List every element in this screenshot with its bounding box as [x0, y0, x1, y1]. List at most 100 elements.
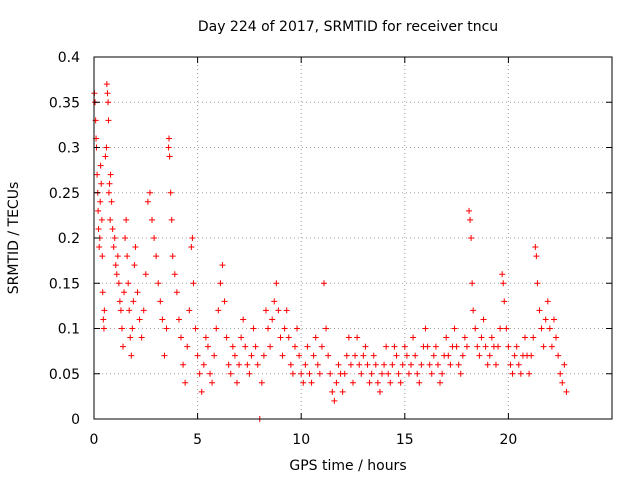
- data-point: [439, 370, 446, 377]
- data-point: [166, 135, 173, 142]
- data-point: [405, 370, 412, 377]
- data-point: [105, 189, 112, 196]
- data-point: [395, 370, 402, 377]
- chart-title: Day 224 of 2017, SRMTID for receiver tnc…: [198, 19, 498, 35]
- data-point: [370, 352, 377, 359]
- data-point: [304, 343, 311, 350]
- data-point: [507, 361, 514, 368]
- data-point: [130, 298, 137, 305]
- data-point: [410, 334, 417, 341]
- data-point: [335, 361, 342, 368]
- data-point: [563, 388, 570, 395]
- data-point: [495, 343, 502, 350]
- data-point: [250, 325, 257, 332]
- data-point: [173, 289, 180, 296]
- data-point: [106, 180, 113, 187]
- data-point: [105, 99, 112, 106]
- data-point: [528, 352, 535, 359]
- data-point: [381, 361, 388, 368]
- data-point: [497, 325, 504, 332]
- data-point: [94, 171, 101, 178]
- x-tick-label: 10: [292, 432, 310, 448]
- data-point: [511, 352, 518, 359]
- data-point: [364, 361, 371, 368]
- data-point: [167, 189, 174, 196]
- data-point: [240, 316, 247, 323]
- data-point: [163, 325, 170, 332]
- data-point: [327, 370, 334, 377]
- data-point: [217, 280, 224, 287]
- data-point: [97, 198, 104, 205]
- data-point: [408, 361, 415, 368]
- data-point: [379, 370, 386, 377]
- data-point: [350, 379, 356, 386]
- data-point: [457, 370, 464, 377]
- data-point: [285, 334, 292, 341]
- data-point: [534, 280, 541, 287]
- data-point: [225, 361, 232, 368]
- data-point: [476, 352, 483, 359]
- data-point: [120, 343, 127, 350]
- data-point: [184, 343, 191, 350]
- data-point: [134, 289, 141, 296]
- data-point: [540, 343, 547, 350]
- data-point: [416, 379, 423, 386]
- data-point: [374, 379, 381, 386]
- data-point: [113, 271, 120, 278]
- data-point: [513, 343, 520, 350]
- data-point: [223, 334, 230, 341]
- data-point: [207, 370, 214, 377]
- data-point: [499, 271, 506, 278]
- data-point: [109, 225, 116, 232]
- data-point: [320, 280, 327, 287]
- data-point: [159, 316, 166, 323]
- data-point: [269, 316, 276, 323]
- data-point: [500, 280, 507, 287]
- data-point: [271, 298, 278, 305]
- data-point: [437, 379, 444, 386]
- data-point: [100, 316, 107, 323]
- data-point: [331, 397, 338, 404]
- data-point: [131, 262, 138, 269]
- data-point: [121, 289, 128, 296]
- data-point: [453, 343, 460, 350]
- data-point: [136, 316, 143, 323]
- data-point: [503, 325, 510, 332]
- y-tick-label: 0.3: [58, 141, 80, 157]
- data-point: [117, 307, 124, 314]
- data-point: [387, 379, 394, 386]
- data-point: [397, 379, 404, 386]
- data-point: [260, 352, 267, 359]
- data-point: [389, 361, 396, 368]
- data-point: [209, 379, 216, 386]
- data-point: [153, 253, 160, 260]
- data-point: [352, 352, 359, 359]
- data-point: [354, 334, 361, 341]
- data-point: [530, 334, 537, 341]
- data-point: [484, 361, 491, 368]
- data-point: [469, 280, 476, 287]
- data-points: [91, 81, 570, 422]
- y-tick-label: 0.2: [58, 231, 80, 247]
- data-point: [517, 370, 524, 377]
- data-point: [100, 325, 107, 332]
- data-point: [459, 352, 466, 359]
- data-point: [403, 352, 410, 359]
- data-point: [312, 334, 319, 341]
- data-point: [296, 352, 303, 359]
- x-tick-label: 0: [90, 432, 99, 448]
- data-point: [104, 90, 111, 97]
- data-point: [171, 271, 178, 278]
- data-point: [468, 235, 475, 241]
- data-point: [482, 343, 489, 350]
- data-point: [308, 379, 315, 386]
- data-point: [144, 198, 151, 205]
- x-tick-label: 5: [193, 432, 202, 448]
- data-point: [536, 307, 543, 314]
- data-point: [110, 244, 117, 251]
- data-point: [385, 370, 392, 377]
- data-point: [488, 334, 495, 341]
- data-point: [165, 144, 172, 151]
- data-point: [546, 325, 553, 332]
